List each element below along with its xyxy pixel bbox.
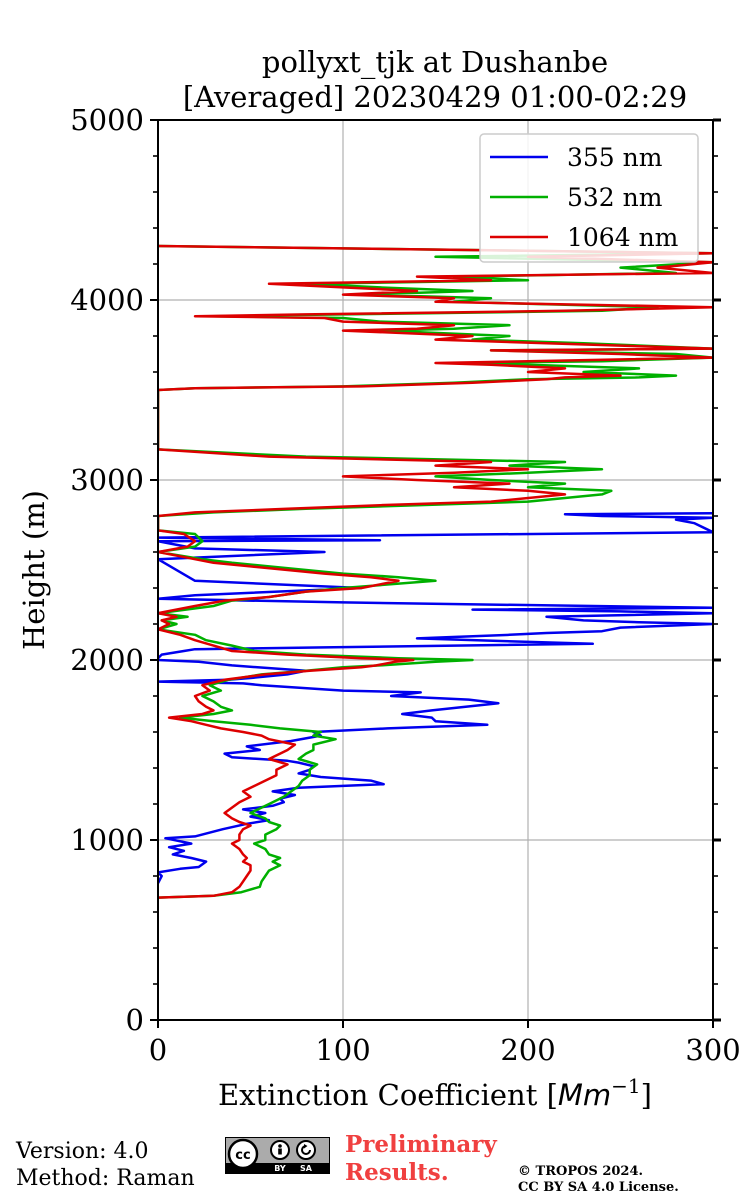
x-tick-label-0: 0 bbox=[149, 1033, 167, 1067]
chart-legend: 355 nm 532 nm 1064 nm bbox=[479, 133, 699, 263]
x-tick-label-1: 100 bbox=[315, 1033, 370, 1067]
preliminary-line2: Results. bbox=[345, 1159, 449, 1186]
badge-sa-text: SA bbox=[300, 1164, 313, 1173]
x-axis-label-main: Extinction Coefficient [ bbox=[218, 1078, 558, 1112]
version-label: Version: 4.0 bbox=[16, 1139, 149, 1164]
y-axis-label: Height (m) bbox=[17, 490, 51, 650]
plot-frame bbox=[157, 119, 714, 1021]
x-axis-label-exponent: −1 bbox=[611, 1074, 640, 1098]
cc-by-sa-license-badge: cc BY SA bbox=[225, 1137, 330, 1174]
method-label: Method: Raman bbox=[16, 1166, 195, 1191]
y-tick-label-2: 2000 bbox=[70, 643, 144, 677]
badge-by-text: BY bbox=[274, 1164, 286, 1173]
copyright-line2: CC BY SA 4.0 License. bbox=[518, 1180, 679, 1195]
y-tick-label-4: 4000 bbox=[70, 283, 144, 317]
chart-title-line1: pollyxt_tjk at Dushanbe bbox=[262, 45, 608, 80]
x-axis-label-close: ] bbox=[641, 1078, 652, 1112]
series-line-355-nm bbox=[158, 512, 713, 884]
preliminary-results-notice: Preliminary Results. bbox=[345, 1131, 497, 1187]
x-tick-label-3: 300 bbox=[685, 1033, 740, 1067]
x-axis-label-unit: Mm bbox=[558, 1078, 611, 1112]
y-tick-label-5: 5000 bbox=[70, 103, 144, 137]
legend-box bbox=[479, 133, 699, 263]
chart-title-line2: [Averaged] 20230429 01:00-02:29 bbox=[183, 80, 687, 114]
copyright-line1: © TROPOS 2024. bbox=[518, 1164, 644, 1179]
y-tick-label-3: 3000 bbox=[70, 463, 144, 497]
legend-label-0: 355 nm bbox=[567, 143, 663, 172]
share-alike-icon bbox=[296, 1140, 316, 1160]
cc-icon bbox=[227, 1138, 259, 1170]
axis-ticks bbox=[150, 118, 721, 1028]
x-tick-label-2: 200 bbox=[500, 1033, 555, 1067]
preliminary-line1: Preliminary bbox=[345, 1131, 497, 1158]
legend-label-2: 1064 nm bbox=[567, 223, 679, 252]
series-line-532-nm bbox=[158, 244, 713, 899]
legend-label-1: 532 nm bbox=[567, 183, 663, 212]
copyright-notice: © TROPOS 2024. CC BY SA 4.0 License. bbox=[518, 1164, 679, 1196]
plot-lines-layer bbox=[158, 244, 713, 899]
x-axis-label: Extinction Coefficient [Mm−1] bbox=[218, 1074, 652, 1112]
series-line-1064-nm bbox=[158, 244, 713, 899]
cc-icon-text: cc bbox=[235, 1148, 250, 1163]
y-tick-label-0: 0 bbox=[126, 1003, 144, 1037]
y-tick-label-1: 1000 bbox=[70, 823, 144, 857]
